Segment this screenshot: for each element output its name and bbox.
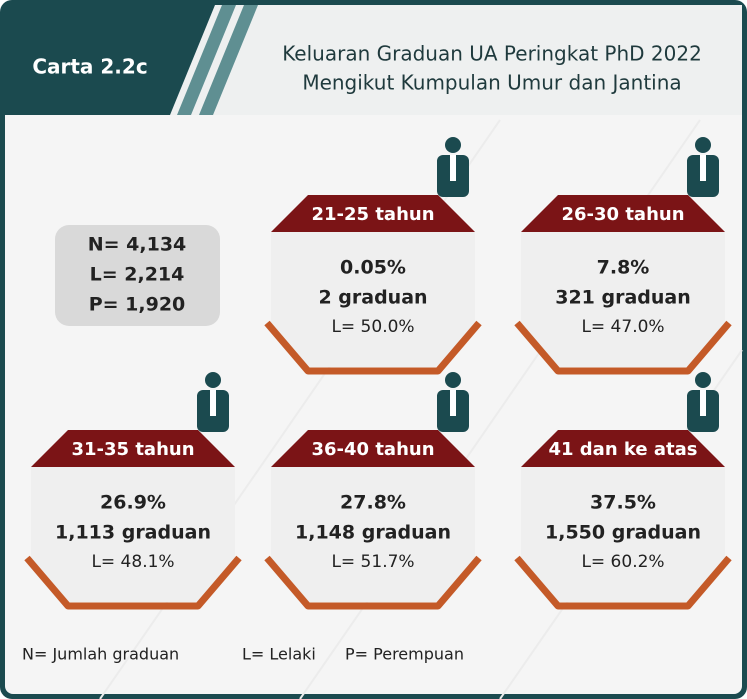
legend-item: L= Lelaki bbox=[242, 645, 316, 664]
card-roof bbox=[521, 430, 725, 467]
header-stripe bbox=[199, 5, 258, 115]
person-icon bbox=[210, 390, 216, 416]
card-graduates: 2 graduan bbox=[318, 287, 427, 309]
card-roof bbox=[521, 195, 725, 232]
card-male: L= 48.1% bbox=[91, 552, 174, 572]
header-label: Carta 2.2c bbox=[32, 55, 147, 79]
person-icon bbox=[450, 155, 456, 181]
card-body bbox=[521, 467, 725, 602]
card-base bbox=[514, 320, 732, 375]
header-label-block bbox=[5, 5, 215, 115]
card-percent: 27.8% bbox=[340, 492, 406, 514]
person-icon bbox=[445, 137, 461, 153]
card-body bbox=[271, 467, 475, 602]
person-icon bbox=[700, 155, 706, 181]
card-percent: 26.9% bbox=[100, 492, 166, 514]
card-base bbox=[514, 555, 732, 610]
card-body bbox=[271, 232, 475, 367]
legend-item: N= Jumlah graduan bbox=[22, 645, 179, 664]
card-graduates: 1,113 graduan bbox=[55, 522, 211, 544]
card-label: 21-25 tahun bbox=[311, 204, 434, 225]
card-label: 26-30 tahun bbox=[561, 204, 684, 225]
card-male: L= 47.0% bbox=[581, 317, 664, 337]
card-body bbox=[31, 467, 235, 602]
legend-item: P= Perempuan bbox=[345, 645, 464, 664]
card-male: L= 51.7% bbox=[331, 552, 414, 572]
card-percent: 7.8% bbox=[597, 257, 650, 279]
person-icon bbox=[205, 372, 221, 388]
card-label: 31-35 tahun bbox=[71, 439, 194, 460]
card-roof bbox=[271, 195, 475, 232]
card-graduates: 321 graduan bbox=[555, 287, 691, 309]
header-title: Mengikut Kumpulan Umur dan Jantina bbox=[302, 71, 681, 95]
card-base bbox=[24, 555, 242, 610]
card-base bbox=[264, 555, 482, 610]
header-title: Keluaran Graduan UA Peringkat PhD 2022 bbox=[282, 42, 702, 66]
card-graduates: 1,550 graduan bbox=[545, 522, 701, 544]
card-male: L= 60.2% bbox=[581, 552, 664, 572]
summary-line: N= 4,134 bbox=[88, 234, 187, 256]
card-percent: 0.05% bbox=[340, 257, 406, 279]
card-percent: 37.5% bbox=[590, 492, 656, 514]
card-label: 36-40 tahun bbox=[311, 439, 434, 460]
card-roof bbox=[271, 430, 475, 467]
person-icon bbox=[695, 372, 711, 388]
card-body bbox=[521, 232, 725, 367]
person-icon bbox=[695, 137, 711, 153]
person-icon bbox=[700, 390, 706, 416]
person-icon bbox=[445, 372, 461, 388]
person-icon bbox=[450, 390, 456, 416]
card-label: 41 dan ke atas bbox=[548, 439, 697, 460]
header-stripe bbox=[177, 5, 236, 115]
card-graduates: 1,148 graduan bbox=[295, 522, 451, 544]
summary-line: P= 1,920 bbox=[89, 294, 186, 316]
card-male: L= 50.0% bbox=[331, 317, 414, 337]
summary-line: L= 2,214 bbox=[90, 264, 185, 286]
card-base bbox=[264, 320, 482, 375]
summary-box bbox=[55, 225, 220, 326]
card-roof bbox=[31, 430, 235, 467]
